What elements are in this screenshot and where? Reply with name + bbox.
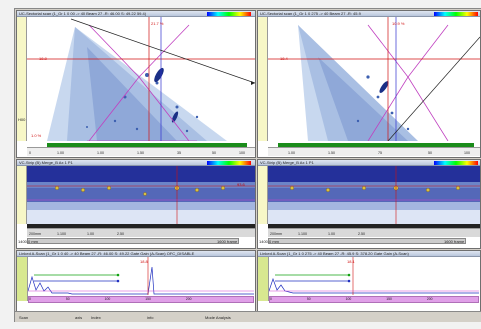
color-palette-bar [207,161,251,165]
tick-label: 1.00 [97,151,104,155]
ascan-plot[interactable]: 18.8 [28,257,254,295]
ruler-label: H00 [18,117,26,122]
tick-label: 50 [428,151,432,155]
ascan-scale-bar: 0 50 100 150 200 [269,296,479,303]
tick-label: 0 [29,297,31,301]
strip-ruler [17,166,27,224]
tick-label: 0 [270,297,272,301]
position-label: 1400.0 mm [18,239,39,244]
tick-label: 2.50 [117,232,124,236]
panel-title: Linked A-Scan (1_Gr 1 0 40 -> 40 Beam 27… [17,251,255,257]
amplitude-ruler [17,257,28,301]
tick-label: 1.100 [298,232,307,236]
ascan-view-left[interactable]: Linked A-Scan (1_Gr 1 0 40 -> 40 Beam 27… [16,250,256,312]
strip-scan-image[interactable]: 93.6 [27,166,255,224]
strip-horizontal-ruler: 200mm 1.100 1.00 2.50 [27,228,255,237]
ascan-cursor-value: 18.1 [347,259,356,264]
ascan-cursor-value: 18.8 [140,259,149,264]
horizontal-ruler: 1.00 1.50 75 50 100 [268,147,480,156]
cursor-value-percent: 10.9 % [392,21,405,26]
color-palette-bar [434,161,478,165]
color-palette-bar [434,12,478,16]
tick-label: 50 [306,297,311,301]
tick-label: 200mm [29,232,41,236]
tick-label: 1.100 [57,232,66,236]
status-scan[interactable]: Scan [19,315,29,320]
tick-label: 1.00 [328,232,335,236]
depth-ruler: H00 [17,17,27,141]
tick-label: 2.50 [358,232,365,236]
tick-label: 1.50 [328,151,335,155]
strip-ruler-bar [27,224,255,228]
tick-label: 100 [239,151,245,155]
gate-indicator [278,143,474,147]
gate-indicator [27,238,239,244]
tick-label: 35 [177,151,181,155]
gate-indicator [268,238,466,244]
frame-label: 1600 frame [444,239,465,244]
color-palette-bar [207,12,251,16]
tick-label: 200 [426,297,433,301]
strip-horizontal-ruler: 200mm 1.100 1.00 2.50 [268,228,480,237]
tick-label: 100 [464,151,470,155]
status-index[interactable]: Index [91,315,101,320]
cursor-value-red: 18.4 [280,56,289,61]
tick-label: 50 [212,151,216,155]
sectorial-scan-right[interactable]: UC-Sectorial scan (1_Gr 1 0 275 -> 40 Be… [257,10,481,158]
position-label: 1400.0 mm [259,239,280,244]
ascan-scale-bar: 0 50 100 150 200 [28,296,254,303]
ascan-view-right[interactable]: Linked A-Scan (1_Gr 1 0 275 -> 40 Beam 2… [257,250,481,312]
strip-scan-image[interactable] [268,166,480,224]
strip-ruler-bar [268,224,480,228]
ascan-plot[interactable]: 18.1 [269,257,479,295]
sectorial-scan-image[interactable]: 18.4 10.9 % [268,17,480,141]
strip-side-label: 93.6 [237,182,246,187]
status-axis[interactable]: axis [75,315,83,320]
strip-view-left[interactable]: VC-Strip (B) Merge_B Ax 1 P1 93.6 200mm … [16,159,256,249]
sectorial-scan-image[interactable]: 18.8 21.7 % 1.0 % [27,17,255,141]
strip-ruler [258,166,268,224]
frame-label: 1600 frame [217,239,238,244]
tick-label: 200 [185,297,192,301]
panel-title: VC-Strip (B) Merge_B Ax 1 P1 [258,160,480,166]
panel-title: UC-Sectorial scan (1_Gr 1 0 275 -> 40 Be… [258,11,480,17]
cursor-value-red: 18.8 [39,56,48,61]
tick-label: 200mm [270,232,282,236]
panel-title: UC-Sectorial scan (1_Gr 1 0 00 -> 40 Bea… [17,11,255,17]
sectorial-scan-left[interactable]: UC-Sectorial scan (1_Gr 1 0 00 -> 40 Bea… [16,10,256,158]
tick-label: 150 [145,297,151,301]
status-mode[interactable]: Mode Analysis [205,315,231,320]
bottom-value: 1.0 % [31,133,42,138]
tick-label: 1.00 [288,151,295,155]
tick-label: 100 [104,297,111,301]
application-window: UC-Sectorial scan (1_Gr 1 0 00 -> 40 Bea… [14,8,481,322]
tick-label: 1.00 [57,151,64,155]
tick-label: 1.00 [87,232,94,236]
tick-label: 1.50 [137,151,144,155]
tick-label: 75 [378,151,382,155]
panel-title: Linked A-Scan (1_Gr 1 0 275 -> 40 Beam 2… [258,251,480,257]
status-info[interactable]: info [147,315,154,320]
strip-view-right[interactable]: VC-Strip (B) Merge_B Ax 1 P1 200mm 1.100… [257,159,481,249]
depth-ruler [258,17,268,141]
amplitude-ruler [258,257,269,301]
tick-label: 50 [65,297,70,301]
tick-label: 100 [345,297,352,301]
gate-indicator [47,143,247,147]
horizontal-ruler: 0 1.00 1.00 1.50 35 50 100 [27,147,255,156]
status-bar: Scan axis Index info Mode Analysis [15,311,481,322]
tick-label: 150 [386,297,392,301]
cursor-value-percent: 21.7 % [151,21,164,26]
panel-title: VC-Strip (B) Merge_B Ax 1 P1 [17,160,255,166]
tick-label: 0 [29,151,31,155]
